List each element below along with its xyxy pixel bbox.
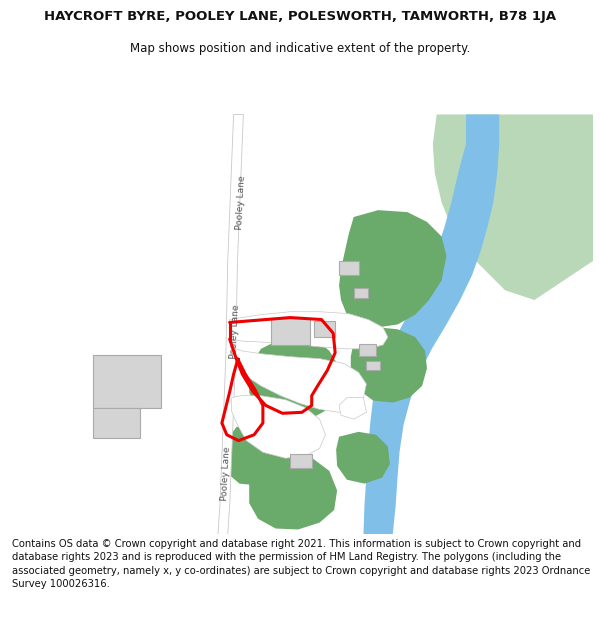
Text: Pooley Lane: Pooley Lane <box>235 175 247 230</box>
Text: HAYCROFT BYRE, POOLEY LANE, POLESWORTH, TAMWORTH, B78 1JA: HAYCROFT BYRE, POOLEY LANE, POLESWORTH, … <box>44 11 556 23</box>
FancyBboxPatch shape <box>271 318 310 345</box>
Polygon shape <box>336 432 390 484</box>
Text: Contains OS data © Crown copyright and database right 2021. This information is : Contains OS data © Crown copyright and d… <box>12 539 590 589</box>
Polygon shape <box>351 328 427 402</box>
FancyBboxPatch shape <box>359 344 376 356</box>
Polygon shape <box>339 398 367 419</box>
FancyBboxPatch shape <box>290 454 312 468</box>
Polygon shape <box>218 114 244 534</box>
FancyBboxPatch shape <box>339 261 359 274</box>
Polygon shape <box>230 312 388 349</box>
Polygon shape <box>364 114 499 534</box>
FancyBboxPatch shape <box>354 288 368 298</box>
Text: Pooley Lane: Pooley Lane <box>229 304 241 359</box>
Polygon shape <box>224 425 286 486</box>
Polygon shape <box>249 337 339 423</box>
Polygon shape <box>433 114 593 300</box>
FancyBboxPatch shape <box>314 321 335 337</box>
Polygon shape <box>339 210 446 328</box>
Polygon shape <box>249 451 337 529</box>
Polygon shape <box>236 349 367 413</box>
Polygon shape <box>232 396 325 458</box>
Text: Map shows position and indicative extent of the property.: Map shows position and indicative extent… <box>130 42 470 54</box>
Text: Pooley Lane: Pooley Lane <box>220 446 232 501</box>
FancyBboxPatch shape <box>367 361 380 370</box>
FancyBboxPatch shape <box>93 355 161 408</box>
FancyBboxPatch shape <box>93 408 140 437</box>
